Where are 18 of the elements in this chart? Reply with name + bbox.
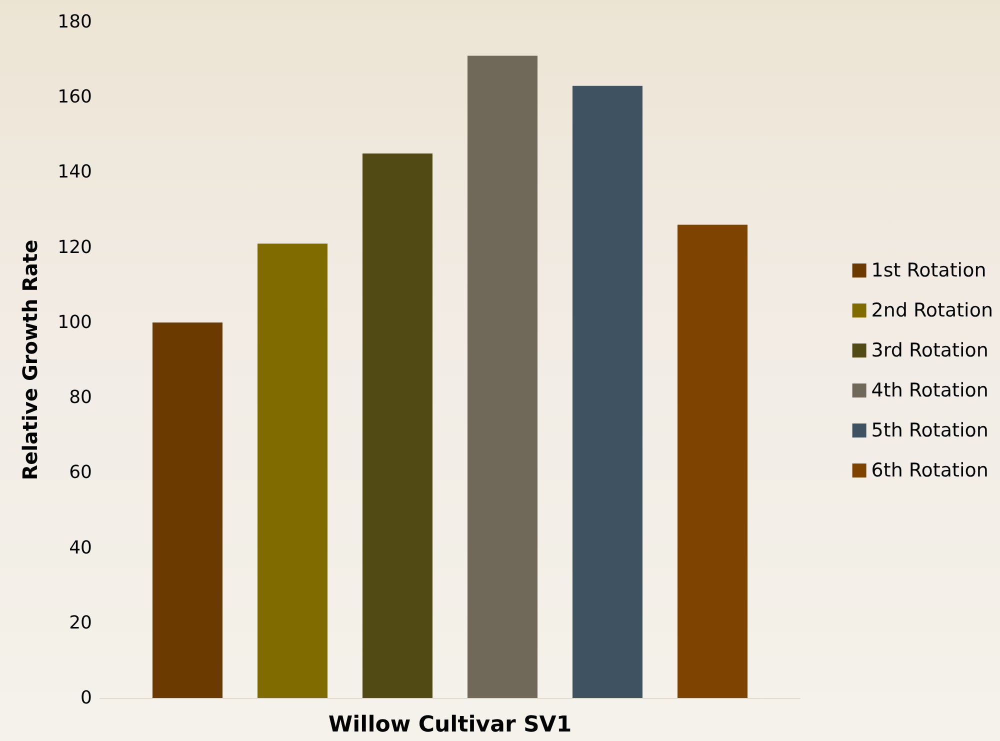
y-tick-label: 140	[58, 162, 92, 183]
y-tick-label: 20	[69, 612, 92, 634]
x-axis-title: Willow Cultivar SV1	[328, 712, 572, 738]
legend-label: 1st Rotation	[871, 260, 986, 282]
y-tick-label: 40	[69, 537, 92, 558]
legend-label: 5th Rotation	[871, 420, 988, 442]
y-tick-label: 80	[69, 387, 92, 408]
legend-label: 4th Rotation	[871, 380, 988, 402]
y-tick-label: 160	[58, 86, 92, 108]
legend-label: 3rd Rotation	[871, 340, 988, 362]
y-tick-label: 100	[58, 312, 92, 333]
legend-label: 2nd Rotation	[871, 300, 994, 322]
y-tick-label: 120	[58, 236, 92, 258]
legend-label: 6th Rotation	[871, 460, 988, 482]
y-tick-label: 60	[69, 462, 92, 484]
y-tick-label: 0	[80, 688, 92, 708]
y-tick-label: 180	[58, 12, 92, 32]
y-axis-title: Relative Growth Rate	[18, 240, 42, 480]
